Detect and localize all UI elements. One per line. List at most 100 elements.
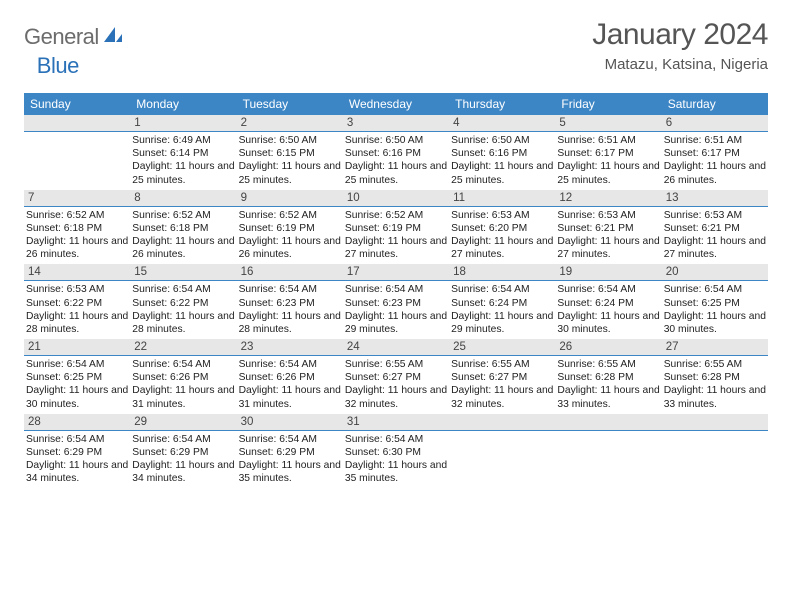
day-info-cell [449, 430, 555, 485]
day-info-cell [555, 430, 661, 485]
weekday-header: Friday [555, 93, 661, 115]
day-number: 28 [24, 414, 130, 430]
day-number: 29 [130, 414, 236, 430]
day-info: Sunrise: 6:55 AMSunset: 6:28 PMDaylight:… [662, 356, 768, 411]
day-info: Sunrise: 6:52 AMSunset: 6:18 PMDaylight:… [24, 207, 130, 262]
day-info-cell: Sunrise: 6:54 AMSunset: 6:24 PMDaylight:… [555, 281, 661, 336]
day-info-cell: Sunrise: 6:53 AMSunset: 6:20 PMDaylight:… [449, 206, 555, 261]
day-info: Sunrise: 6:53 AMSunset: 6:20 PMDaylight:… [449, 207, 555, 262]
day-info-cell: Sunrise: 6:55 AMSunset: 6:28 PMDaylight:… [555, 356, 661, 411]
day-number: 25 [449, 339, 555, 355]
day-number-cell: 15 [130, 264, 236, 281]
weekday-header: Monday [130, 93, 236, 115]
day-number [555, 414, 661, 418]
day-number-cell: 30 [237, 414, 343, 431]
day-number-cell: 19 [555, 264, 661, 281]
day-info-cell: Sunrise: 6:49 AMSunset: 6:14 PMDaylight:… [130, 132, 236, 187]
day-number-row: 14151617181920 [24, 264, 768, 281]
day-number-cell [449, 414, 555, 431]
day-number: 27 [662, 339, 768, 355]
day-info: Sunrise: 6:55 AMSunset: 6:27 PMDaylight:… [343, 356, 449, 411]
day-number: 14 [24, 264, 130, 280]
day-number-cell: 12 [555, 190, 661, 207]
day-number: 3 [343, 115, 449, 131]
day-info: Sunrise: 6:50 AMSunset: 6:15 PMDaylight:… [237, 132, 343, 187]
day-info-cell: Sunrise: 6:55 AMSunset: 6:28 PMDaylight:… [662, 356, 768, 411]
day-info: Sunrise: 6:54 AMSunset: 6:26 PMDaylight:… [130, 356, 236, 411]
day-info-cell: Sunrise: 6:54 AMSunset: 6:30 PMDaylight:… [343, 430, 449, 485]
day-number-cell: 31 [343, 414, 449, 431]
calendar-header-row: SundayMondayTuesdayWednesdayThursdayFrid… [24, 93, 768, 115]
day-number-cell: 29 [130, 414, 236, 431]
day-number: 13 [662, 190, 768, 206]
day-number [24, 115, 130, 119]
day-number: 12 [555, 190, 661, 206]
day-info: Sunrise: 6:54 AMSunset: 6:26 PMDaylight:… [237, 356, 343, 411]
day-number-cell: 11 [449, 190, 555, 207]
day-number-cell: 18 [449, 264, 555, 281]
day-number: 19 [555, 264, 661, 280]
day-info-cell: Sunrise: 6:52 AMSunset: 6:18 PMDaylight:… [130, 206, 236, 261]
day-number-cell: 3 [343, 115, 449, 132]
day-number-cell: 10 [343, 190, 449, 207]
day-info: Sunrise: 6:53 AMSunset: 6:21 PMDaylight:… [555, 207, 661, 262]
day-number-cell: 9 [237, 190, 343, 207]
day-number-cell [24, 115, 130, 132]
day-info: Sunrise: 6:51 AMSunset: 6:17 PMDaylight:… [662, 132, 768, 187]
day-number: 23 [237, 339, 343, 355]
day-number-cell: 13 [662, 190, 768, 207]
day-number: 10 [343, 190, 449, 206]
day-info-cell: Sunrise: 6:54 AMSunset: 6:23 PMDaylight:… [343, 281, 449, 336]
logo-text-general: General [24, 24, 99, 50]
day-info-cell: Sunrise: 6:51 AMSunset: 6:17 PMDaylight:… [555, 132, 661, 187]
day-info: Sunrise: 6:54 AMSunset: 6:25 PMDaylight:… [662, 281, 768, 336]
day-number-cell: 4 [449, 115, 555, 132]
day-number-cell: 6 [662, 115, 768, 132]
day-number: 31 [343, 414, 449, 430]
day-number: 8 [130, 190, 236, 206]
day-info-cell: Sunrise: 6:50 AMSunset: 6:16 PMDaylight:… [343, 132, 449, 187]
day-number [449, 414, 555, 418]
day-info-cell: Sunrise: 6:51 AMSunset: 6:17 PMDaylight:… [662, 132, 768, 187]
day-number: 20 [662, 264, 768, 280]
day-info-cell: Sunrise: 6:52 AMSunset: 6:19 PMDaylight:… [343, 206, 449, 261]
day-number-cell: 2 [237, 115, 343, 132]
day-info: Sunrise: 6:51 AMSunset: 6:17 PMDaylight:… [555, 132, 661, 187]
day-number-cell: 23 [237, 339, 343, 356]
day-number-cell: 22 [130, 339, 236, 356]
day-info-cell: Sunrise: 6:53 AMSunset: 6:21 PMDaylight:… [662, 206, 768, 261]
day-number-cell: 17 [343, 264, 449, 281]
day-number: 2 [237, 115, 343, 131]
day-info-row: Sunrise: 6:52 AMSunset: 6:18 PMDaylight:… [24, 206, 768, 261]
weekday-header: Saturday [662, 93, 768, 115]
day-number: 17 [343, 264, 449, 280]
weekday-header: Tuesday [237, 93, 343, 115]
day-number-cell: 7 [24, 190, 130, 207]
day-number-cell: 14 [24, 264, 130, 281]
day-info: Sunrise: 6:54 AMSunset: 6:22 PMDaylight:… [130, 281, 236, 336]
weekday-header: Sunday [24, 93, 130, 115]
day-info-row: Sunrise: 6:49 AMSunset: 6:14 PMDaylight:… [24, 132, 768, 187]
day-number: 7 [24, 190, 130, 206]
day-info-cell: Sunrise: 6:50 AMSunset: 6:16 PMDaylight:… [449, 132, 555, 187]
day-info-cell: Sunrise: 6:52 AMSunset: 6:19 PMDaylight:… [237, 206, 343, 261]
day-info: Sunrise: 6:54 AMSunset: 6:25 PMDaylight:… [24, 356, 130, 411]
day-info: Sunrise: 6:54 AMSunset: 6:30 PMDaylight:… [343, 431, 449, 486]
day-info-row: Sunrise: 6:53 AMSunset: 6:22 PMDaylight:… [24, 281, 768, 336]
day-number-cell: 16 [237, 264, 343, 281]
day-info-cell: Sunrise: 6:54 AMSunset: 6:29 PMDaylight:… [130, 430, 236, 485]
day-number: 9 [237, 190, 343, 206]
day-info: Sunrise: 6:55 AMSunset: 6:28 PMDaylight:… [555, 356, 661, 411]
day-info-cell: Sunrise: 6:54 AMSunset: 6:25 PMDaylight:… [24, 356, 130, 411]
day-number: 1 [130, 115, 236, 131]
calendar-table: SundayMondayTuesdayWednesdayThursdayFrid… [24, 93, 768, 488]
day-number-cell: 26 [555, 339, 661, 356]
day-number-row: 21222324252627 [24, 339, 768, 356]
day-info: Sunrise: 6:54 AMSunset: 6:24 PMDaylight:… [449, 281, 555, 336]
day-number-cell: 1 [130, 115, 236, 132]
day-number-cell: 24 [343, 339, 449, 356]
day-info-cell: Sunrise: 6:55 AMSunset: 6:27 PMDaylight:… [343, 356, 449, 411]
day-number-cell: 5 [555, 115, 661, 132]
day-info: Sunrise: 6:53 AMSunset: 6:21 PMDaylight:… [662, 207, 768, 262]
day-info-cell: Sunrise: 6:54 AMSunset: 6:29 PMDaylight:… [237, 430, 343, 485]
